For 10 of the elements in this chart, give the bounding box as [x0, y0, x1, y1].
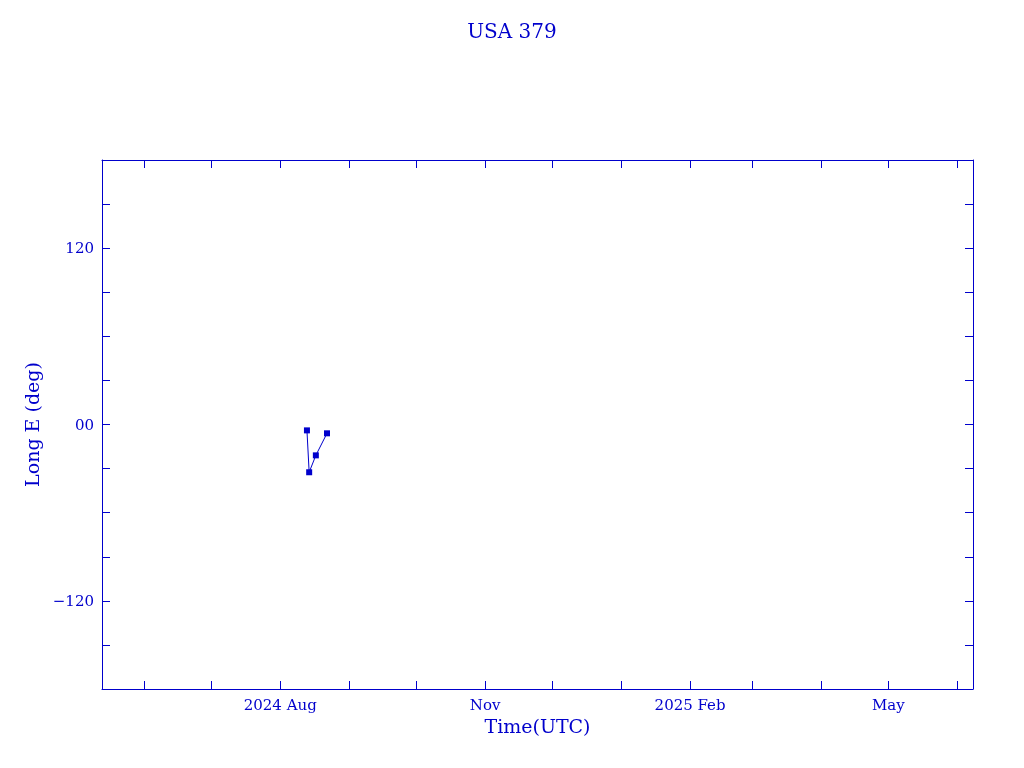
y-tick-label: −120 — [52, 591, 94, 610]
x-axis-title: Time(UTC) — [484, 715, 591, 738]
x-tick-label: 2024 Aug — [243, 695, 318, 714]
chart-title: USA 379 — [467, 19, 557, 43]
y-axis-title: Long E (deg) — [21, 362, 44, 487]
y-tick-label: 00 — [74, 415, 94, 434]
x-tick-label: Nov — [469, 695, 501, 714]
x-tick-label: 2025 Feb — [654, 695, 726, 714]
x-tick-label: May — [871, 695, 906, 714]
y-tick-label: 120 — [65, 239, 94, 258]
